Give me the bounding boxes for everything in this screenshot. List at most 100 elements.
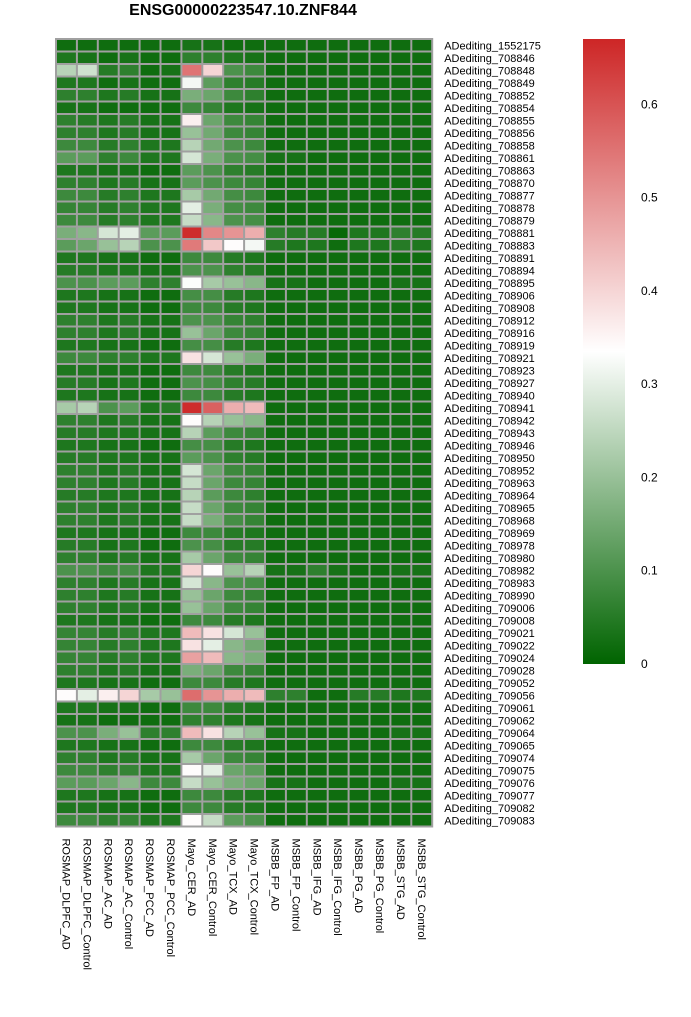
heatmap-cell: [77, 227, 97, 238]
heatmap-cell: [161, 327, 181, 338]
heatmap-cell: [203, 790, 223, 801]
heatmap-cell: [266, 252, 285, 263]
heatmap-cell: [119, 477, 139, 488]
heatmap-cell: [245, 415, 264, 426]
heatmap-cell: [266, 490, 285, 501]
heatmap-cell: [203, 590, 223, 601]
heatmap-cell: [224, 465, 244, 476]
heatmap-cell: [161, 527, 181, 538]
heatmap-cell: [224, 640, 244, 651]
heatmap-cell: [57, 665, 76, 676]
heatmap-cell: [391, 677, 411, 688]
heatmap-cell: [182, 752, 202, 763]
heatmap-cell: [412, 65, 432, 76]
heatmap-cell: [57, 202, 76, 213]
heatmap-cell: [224, 765, 244, 776]
heatmap-cell: [391, 390, 411, 401]
heatmap-cell: [203, 540, 223, 551]
heatmap-cell: [203, 177, 223, 188]
heatmap-cell: [412, 490, 432, 501]
heatmap-cell: [245, 640, 264, 651]
heatmap-cell: [245, 302, 264, 313]
heatmap-cell: [224, 527, 244, 538]
heatmap-cell: [203, 215, 223, 226]
heatmap-cell: [412, 790, 432, 801]
heatmap-cell: [266, 240, 285, 251]
heatmap-cell: [224, 565, 244, 576]
heatmap-cell: [203, 740, 223, 751]
heatmap-cell: [140, 102, 160, 113]
heatmap-cell: [77, 740, 97, 751]
heatmap-cell: [140, 177, 160, 188]
heatmap-cell: [98, 577, 118, 588]
heatmap-cell: [57, 577, 76, 588]
heatmap-cell: [266, 690, 285, 701]
heatmap-cell: [161, 152, 181, 163]
column-label: MSBB_IFG_Control: [331, 839, 343, 936]
row-label: ADediting_708964: [444, 490, 535, 502]
heatmap-cell: [412, 440, 432, 451]
heatmap-cell: [370, 502, 390, 513]
heatmap-cell: [224, 90, 244, 101]
row-label: ADediting_708877: [444, 190, 535, 202]
heatmap-cell: [224, 402, 244, 413]
heatmap-cell: [370, 390, 390, 401]
heatmap-cell: [307, 227, 327, 238]
heatmap-cell: [57, 390, 76, 401]
heatmap-cell: [328, 565, 348, 576]
heatmap-cell: [286, 777, 306, 788]
heatmap-cell: [98, 227, 118, 238]
heatmap-cell: [370, 377, 390, 388]
heatmap-cell: [57, 465, 76, 476]
heatmap-cell: [286, 802, 306, 813]
row-label: ADediting_709021: [444, 628, 535, 640]
heatmap-cell: [391, 615, 411, 626]
heatmap-cell: [307, 502, 327, 513]
heatmap-cell: [266, 752, 285, 763]
heatmap-cell: [98, 115, 118, 126]
heatmap-cell: [307, 765, 327, 776]
colorbar-tick-label: 0: [641, 657, 648, 671]
heatmap-cell: [98, 777, 118, 788]
heatmap-cell: [349, 602, 369, 613]
heatmap-cell: [286, 752, 306, 763]
heatmap-cell: [286, 627, 306, 638]
heatmap-cell: [266, 502, 285, 513]
heatmap-cell: [182, 52, 202, 63]
heatmap-cell: [182, 740, 202, 751]
heatmap-cell: [119, 77, 139, 88]
column-label: ROSMAP_PCC_AD: [143, 839, 155, 937]
heatmap-cell: [224, 615, 244, 626]
column-label: MSBB_IFG_AD: [310, 839, 322, 916]
heatmap-cell: [119, 40, 139, 51]
row-label: ADediting_709024: [444, 653, 535, 665]
row-label: ADediting_708881: [444, 228, 535, 240]
heatmap-cell: [328, 165, 348, 176]
heatmap-cell: [328, 502, 348, 513]
heatmap-cell: [77, 290, 97, 301]
heatmap-cell: [224, 290, 244, 301]
heatmap-cell: [391, 52, 411, 63]
heatmap-cell: [140, 52, 160, 63]
heatmap-cell: [349, 215, 369, 226]
heatmap-cell: [161, 615, 181, 626]
heatmap-cell: [161, 302, 181, 313]
heatmap-cell: [119, 165, 139, 176]
heatmap-cell: [203, 665, 223, 676]
heatmap-cell: [161, 165, 181, 176]
heatmap-cell: [161, 815, 181, 826]
heatmap-cell: [224, 40, 244, 51]
heatmap-cell: [349, 565, 369, 576]
heatmap-cell: [286, 40, 306, 51]
heatmap-cell: [182, 777, 202, 788]
heatmap-cell: [224, 727, 244, 738]
column-label: Mayo_CER_Control: [206, 839, 218, 937]
heatmap-cell: [307, 302, 327, 313]
heatmap-cell: [57, 802, 76, 813]
heatmap-cell: [77, 465, 97, 476]
row-label: ADediting_709062: [444, 715, 535, 727]
heatmap-cell: [224, 577, 244, 588]
heatmap-cell: [161, 65, 181, 76]
row-label: ADediting_708858: [444, 140, 535, 152]
heatmap-cell: [391, 115, 411, 126]
